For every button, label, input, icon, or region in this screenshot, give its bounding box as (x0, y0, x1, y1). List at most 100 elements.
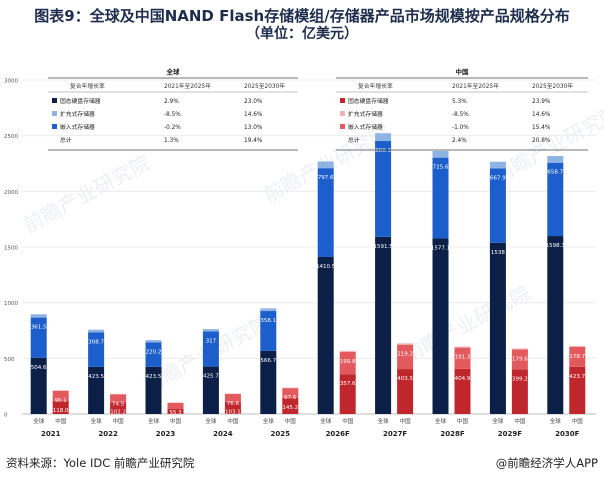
data-label: 219.2 (397, 352, 413, 358)
legend-swatch (52, 124, 57, 129)
legend-row-value: 2.4% (452, 138, 467, 144)
bar-segment (202, 331, 219, 367)
data-label: 74.5 (112, 401, 125, 407)
bar-segment (454, 346, 471, 348)
legend-swatch (52, 111, 57, 116)
bar-segment (489, 161, 506, 169)
data-label: 55.3 (169, 410, 182, 416)
legend-header-cell: 2025至2030年 (244, 82, 285, 90)
bar-segment (511, 348, 528, 350)
data-label: 404.9 (455, 376, 471, 382)
brand-credit: @前瞻经济学人APP (495, 456, 598, 470)
bar-segment (167, 402, 184, 409)
legend-header-cell: 2021年至2025年 (452, 82, 499, 90)
bar-segment (224, 402, 241, 414)
group-label: 中国 (514, 417, 526, 425)
y-tick-label: 2500 (4, 134, 18, 140)
legend-row-label: 扩充式存储器 (60, 110, 95, 118)
data-label: 1598.3 (546, 243, 566, 249)
group-label: 中国 (113, 417, 125, 425)
bar-segment (339, 350, 356, 352)
group-label: 中国 (457, 417, 469, 425)
bar-segment (569, 346, 586, 367)
bar-segment (145, 366, 162, 414)
data-label: 423.5 (146, 374, 162, 380)
bar-segment (52, 390, 69, 391)
legend-row-label: 总计 (348, 136, 360, 144)
chart-title: 图表9：全球及中国NAND Flash存储模组/存储器产品市场规模按产品规格分布 (34, 7, 570, 25)
data-label: 87.6 (284, 395, 297, 401)
legend-row-value: -8.5% (452, 112, 469, 118)
bar-segment (432, 150, 449, 158)
data-label: 145.2 (282, 405, 298, 411)
data-label: 423.7 (569, 374, 585, 380)
x-tick-label: 2023 (156, 430, 176, 438)
bar-segment (202, 366, 219, 414)
data-label: 358.1 (260, 318, 276, 324)
bar-segment (489, 168, 506, 243)
legend-row-value: 15.4% (532, 125, 551, 131)
bar-segment (167, 402, 184, 403)
legend-row-value: 23.9% (532, 99, 551, 105)
group-label: 中国 (400, 417, 412, 425)
legend-row-label: 固态硬盘存储器 (60, 97, 101, 105)
legend-header-cell: 2025至2030年 (532, 82, 573, 90)
bar-segment (110, 402, 127, 414)
legend-table-title: 全球 (166, 67, 181, 76)
bar-segment (282, 388, 299, 398)
bar-segment (30, 314, 47, 318)
bar-segment (454, 368, 471, 414)
chart-subtitle: （单位：亿美元） (246, 26, 358, 42)
data-label: 725.6 (433, 165, 449, 171)
y-tick-label: 0 (4, 413, 8, 419)
x-tick-label: 2030F (555, 430, 579, 438)
legend-row-value: 13.0% (244, 125, 263, 131)
group-label: 中国 (342, 417, 354, 425)
legend-row-label: 固态硬盘存储器 (348, 97, 389, 105)
legend-row-value: 20.8% (532, 138, 551, 144)
legend-row-value: 2.9% (164, 99, 179, 105)
data-label: 357.6 (340, 381, 356, 387)
bar-segment (167, 408, 184, 414)
legend-row-value: 1.3% (164, 138, 179, 144)
x-tick-label: 2025 (271, 430, 291, 438)
data-label: 1577.1 (431, 245, 450, 251)
source-note: 资料来源：Yole IDC 前瞻产业研究院 (6, 456, 195, 470)
bar-segment (282, 397, 299, 414)
bar-segment (511, 349, 528, 370)
bar-segment (145, 340, 162, 343)
group-label: 全球 (205, 417, 217, 425)
data-label: 178.7 (569, 354, 585, 360)
bar-segment (88, 329, 105, 333)
data-label: 102.2 (110, 410, 126, 416)
bar-segment (260, 350, 277, 414)
data-label: 191.3 (455, 355, 471, 361)
group-label: 全球 (263, 417, 275, 425)
bar-segment (547, 236, 564, 414)
data-label: 423.5 (88, 374, 104, 380)
x-tick-label: 2024 (213, 430, 233, 438)
x-tick-label: 2029F (498, 430, 522, 438)
bar-segment (454, 347, 471, 369)
bar-segment (432, 157, 449, 239)
group-label: 中国 (55, 417, 67, 425)
bar-segment (317, 168, 334, 257)
bar-segment (224, 393, 241, 403)
data-label: 317 (206, 338, 217, 344)
group-label: 全球 (148, 417, 160, 425)
data-label: 308.7 (88, 339, 104, 345)
data-label: 179.6 (512, 357, 528, 363)
legend-row-label: 嵌入式存储器 (60, 123, 95, 131)
legend-swatch (340, 111, 345, 116)
group-label: 全球 (320, 417, 332, 425)
legend-row-value: -1.0% (452, 125, 469, 131)
bar-segment (339, 374, 356, 414)
legend-header-cell: 复合年增长率 (70, 82, 105, 90)
bar-segment (145, 342, 162, 367)
legend-row-value: 14.6% (244, 112, 263, 118)
data-label: 504.6 (31, 365, 47, 371)
data-label: 1591.5 (373, 244, 393, 250)
data-label: 361.5 (31, 325, 47, 331)
bar-segment (375, 236, 392, 414)
